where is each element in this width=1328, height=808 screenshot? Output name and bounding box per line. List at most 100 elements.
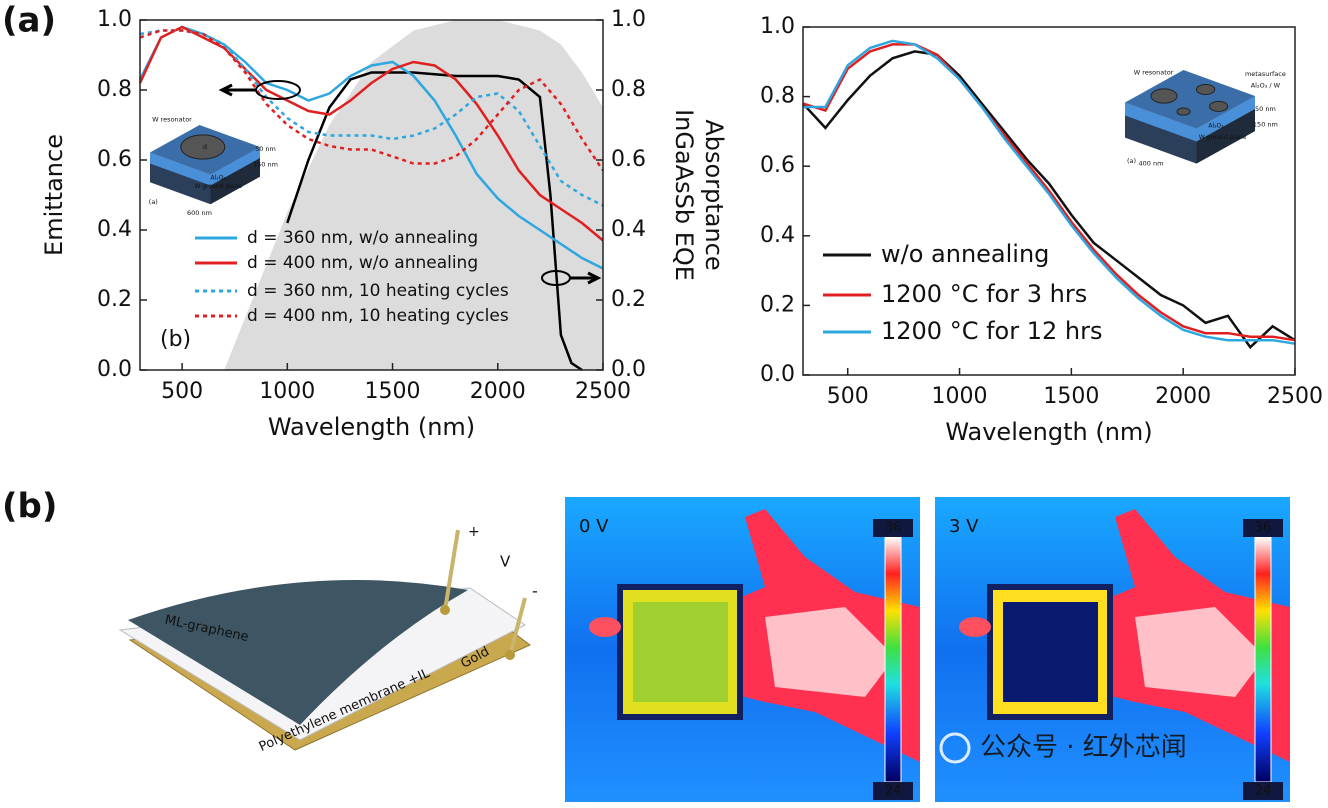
annotation: (b) (160, 327, 191, 352)
x-tick-label: 1000 (932, 384, 988, 409)
inset-label: Al₂O₃ / W (1251, 82, 1281, 90)
terminal-label: - (532, 582, 538, 601)
y-tick-label: 0.6 (760, 153, 795, 178)
y-tick-label: 1.0 (760, 14, 795, 39)
inset-label: metasurface (1245, 70, 1286, 78)
y-tick-label: 0.4 (97, 217, 132, 242)
voltage-label: V (500, 553, 511, 571)
inset-label: Al₂O₃ (211, 174, 227, 181)
electrode-tip (505, 650, 515, 660)
layer-top (1125, 70, 1255, 129)
y-tick-label: 0.0 (97, 357, 132, 382)
series-line (803, 39, 1296, 345)
inset-label: W ground plane (1199, 134, 1247, 141)
colorbar-cap (1243, 519, 1283, 537)
inset: W resonator metasurface Al₂O₃ / W 50 nm 150 … (1125, 69, 1286, 168)
resonator (1196, 83, 1216, 96)
x-tick-label: 1500 (365, 379, 421, 404)
y-tick-label: 1.0 (97, 7, 132, 32)
y2-tick-label: 1.0 (611, 7, 646, 32)
series-line (139, 29, 605, 172)
inset-label: 400 nm (1139, 160, 1164, 168)
electrode-wire (508, 597, 527, 656)
legend-label: d = 400 nm, 10 heating cycles (247, 306, 509, 326)
resonator (180, 134, 226, 160)
colorbar (884, 536, 902, 783)
x-axis-label: Wavelength (nm) (945, 418, 1152, 446)
inset-label: 150 nm (253, 161, 278, 169)
terminal-label: + (468, 524, 480, 540)
x-tick-label: 2000 (470, 379, 526, 404)
scale-max: 36 (885, 521, 902, 536)
series-line (286, 71, 583, 372)
series-line (802, 43, 1296, 342)
y2-tick-label: 0.6 (611, 147, 646, 172)
inset-label: W resonator (1134, 69, 1174, 77)
graphene-layer (128, 580, 468, 725)
x-tick-label: 500 (161, 379, 203, 404)
panel-label: (a) (2, 1, 56, 41)
panel-label: (b) (2, 487, 57, 527)
x-tick-label: 2500 (575, 379, 631, 404)
legend-label: 1200 °C for 3 hrs (881, 280, 1087, 308)
y-tick-label: 0.0 (760, 362, 795, 387)
y2-axis-label: InGaAsSb EQE (670, 109, 698, 281)
scale-max: 36 (1255, 521, 1272, 536)
y-tick-label: 0.2 (760, 292, 795, 317)
plot-frame (802, 26, 1296, 376)
inset-label: 50 nm (1255, 105, 1276, 113)
arrow (218, 83, 256, 97)
series-line (802, 50, 1296, 350)
y-tick-label: 0.2 (97, 287, 132, 312)
inset-label: W ground plane (194, 183, 242, 190)
inset-label: (a) (149, 198, 158, 206)
inset-label: 150 nm (1253, 121, 1278, 129)
area (224, 20, 603, 370)
inset-label: Al₂O₃ (1208, 122, 1224, 129)
scale-min: 24 (1255, 784, 1272, 799)
x-tick-label: 1000 (259, 379, 315, 404)
layer-al2o3 (1125, 96, 1255, 142)
colorbar-cap (1243, 782, 1283, 800)
arrow (570, 271, 602, 285)
resonator (1176, 107, 1191, 116)
device-center (633, 602, 728, 702)
legend-label: w/o annealing (881, 240, 1049, 268)
inset-label: 50 nm (255, 145, 276, 153)
y2-tick-label: 0.8 (611, 77, 646, 102)
finger (589, 617, 621, 637)
legend-label: 1200 °C for 12 hrs (881, 317, 1102, 345)
layer-al2o3 (150, 147, 260, 186)
watermark-icon (939, 732, 971, 764)
colorbar-cap (873, 782, 913, 800)
scale-min: 24 (885, 784, 902, 799)
y2-axis-label: Absorptance (700, 119, 728, 270)
colorbar-cap (873, 519, 913, 537)
inset-label: (a) (1127, 157, 1136, 165)
y-axis-label: Emittance (40, 134, 68, 256)
voltage-label: 0 V (579, 516, 609, 537)
x-tick-label: 2000 (1155, 384, 1211, 409)
inset: W resonator d 50 nm 150 nm Al₂O₃ W ground pla… (149, 116, 278, 218)
plot-frame (139, 19, 604, 371)
electrode-wire (443, 529, 460, 611)
legend-label: d = 360 nm, 10 heating cycles (247, 281, 509, 301)
series-line (139, 29, 604, 207)
thermal-image: 36 24 3 V (935, 497, 1290, 802)
watermark: 公众号 · 红外芯闻 (980, 733, 1187, 763)
thermal-image: 36 24 0 V (565, 497, 920, 802)
y-tick-label: 0.4 (760, 223, 795, 248)
x-axis-label: Wavelength (nm) (268, 413, 475, 441)
x-tick-label: 2500 (1267, 384, 1323, 409)
resonator (1209, 100, 1229, 112)
colorbar (1254, 536, 1272, 783)
series-line (138, 25, 604, 270)
inset-label: W resonator (152, 116, 192, 124)
y2-tick-label: 0.4 (611, 217, 646, 242)
hand-hot (765, 607, 895, 697)
y-tick-label: 0.8 (97, 77, 132, 102)
y-tick-label: 0.8 (760, 84, 795, 109)
y2-tick-label: 0.0 (611, 357, 646, 382)
hand-hot (1135, 607, 1265, 697)
